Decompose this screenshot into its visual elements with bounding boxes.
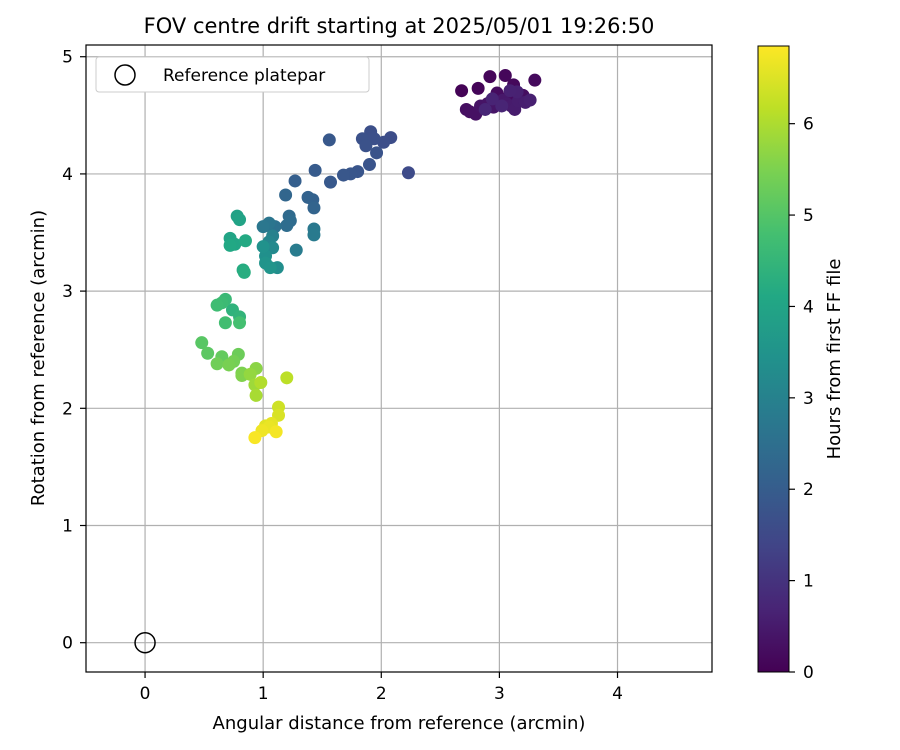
data-point bbox=[308, 163, 322, 177]
y-tick-label: 0 bbox=[62, 634, 73, 654]
y-tick-label: 2 bbox=[62, 399, 73, 419]
data-point bbox=[256, 220, 270, 234]
data-point bbox=[307, 228, 321, 242]
data-point bbox=[256, 240, 270, 254]
x-tick-label: 1 bbox=[258, 684, 269, 704]
x-axis-label: Angular distance from reference (arcmin) bbox=[213, 713, 586, 734]
data-point bbox=[210, 357, 224, 371]
colorbar-tick-label: 5 bbox=[803, 206, 814, 226]
data-point bbox=[248, 431, 262, 445]
data-point bbox=[289, 243, 303, 257]
colorbar-gradient bbox=[757, 45, 790, 673]
y-tick-label: 5 bbox=[62, 48, 73, 68]
colorbar-tick-label: 2 bbox=[803, 480, 814, 500]
x-tick-label: 4 bbox=[612, 684, 623, 704]
data-point bbox=[279, 188, 293, 202]
chart-title: FOV centre drift starting at 2025/05/01 … bbox=[144, 14, 655, 38]
data-point bbox=[370, 146, 384, 160]
data-point bbox=[495, 99, 509, 113]
y-axis-label: Rotation from reference (arcmin) bbox=[28, 210, 49, 506]
x-ticks: 0 1 2 3 4 bbox=[140, 672, 623, 704]
data-point bbox=[201, 346, 215, 360]
data-point bbox=[485, 92, 499, 106]
data-point bbox=[359, 139, 373, 153]
data-point bbox=[218, 316, 232, 330]
legend-label: Reference platepar bbox=[163, 66, 325, 86]
colorbar-label: Hours from first FF file bbox=[824, 259, 845, 460]
legend-box bbox=[95, 56, 370, 93]
data-point bbox=[322, 133, 336, 147]
x-tick-label: 0 bbox=[140, 684, 151, 704]
y-tick-label: 1 bbox=[62, 517, 73, 537]
data-point bbox=[237, 265, 251, 279]
data-point bbox=[195, 336, 209, 350]
grid-lines bbox=[86, 45, 712, 672]
plot-frame bbox=[85, 44, 713, 673]
colorbar-tick-label: 1 bbox=[803, 572, 814, 592]
x-tick-label: 2 bbox=[376, 684, 387, 704]
colorbar-tick-label: 3 bbox=[803, 389, 814, 409]
data-point bbox=[401, 166, 415, 180]
y-ticks: 0 1 2 3 4 5 bbox=[62, 48, 86, 654]
data-point bbox=[233, 316, 247, 330]
data-points bbox=[195, 68, 542, 445]
data-point bbox=[455, 84, 469, 98]
data-point bbox=[280, 218, 294, 232]
data-point bbox=[263, 261, 277, 275]
colorbar-ticks: 0 1 2 3 4 5 6 bbox=[789, 115, 814, 683]
data-point bbox=[323, 175, 337, 189]
data-point bbox=[362, 158, 376, 172]
data-point bbox=[243, 367, 257, 381]
data-point bbox=[307, 201, 321, 215]
data-point bbox=[483, 70, 497, 84]
x-tick-label: 3 bbox=[494, 684, 505, 704]
data-point bbox=[498, 68, 512, 82]
data-point bbox=[238, 234, 252, 248]
data-point bbox=[523, 93, 537, 107]
legend: Reference platepar bbox=[95, 56, 370, 93]
data-point bbox=[254, 376, 268, 390]
data-point bbox=[233, 213, 247, 227]
data-point bbox=[249, 388, 263, 402]
data-point bbox=[478, 102, 492, 116]
data-point bbox=[528, 73, 542, 87]
data-point bbox=[280, 371, 294, 385]
colorbar-tick-label: 6 bbox=[803, 115, 814, 135]
colorbar-tick-label: 4 bbox=[803, 297, 814, 317]
data-point bbox=[301, 190, 315, 204]
reference-point-marker bbox=[134, 631, 156, 654]
data-point bbox=[222, 358, 236, 372]
y-tick-label: 4 bbox=[62, 165, 73, 185]
data-point bbox=[503, 84, 517, 98]
colorbar: 0 1 2 3 4 5 6 Hours from first FF file bbox=[757, 45, 845, 683]
data-point bbox=[223, 238, 237, 252]
data-point bbox=[471, 81, 485, 95]
data-point bbox=[288, 174, 302, 188]
legend-marker bbox=[114, 64, 136, 86]
data-point bbox=[336, 168, 350, 182]
data-point bbox=[269, 425, 283, 439]
y-tick-label: 3 bbox=[62, 282, 73, 302]
colorbar-tick-label: 0 bbox=[803, 663, 814, 683]
data-point bbox=[210, 298, 224, 312]
